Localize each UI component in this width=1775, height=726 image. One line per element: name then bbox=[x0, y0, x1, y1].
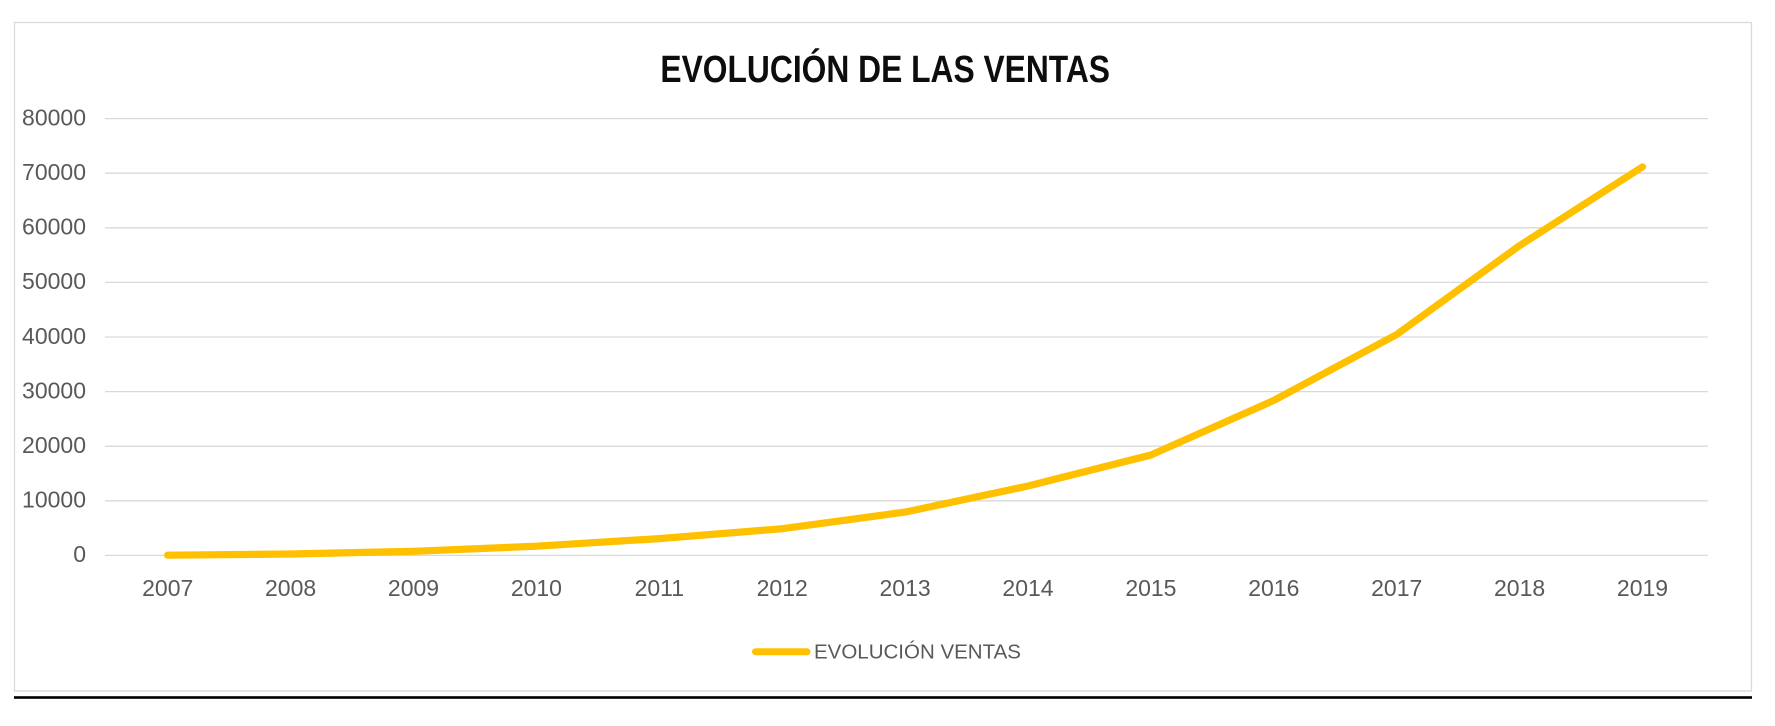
svg-text:EVOLUCIÓN VENTAS: EVOLUCIÓN VENTAS bbox=[814, 640, 1021, 663]
svg-text:2017: 2017 bbox=[1371, 575, 1422, 601]
svg-text:2014: 2014 bbox=[1002, 575, 1053, 601]
svg-text:2018: 2018 bbox=[1494, 575, 1545, 601]
svg-text:2015: 2015 bbox=[1125, 575, 1176, 601]
svg-text:40000: 40000 bbox=[22, 323, 86, 349]
svg-text:2011: 2011 bbox=[635, 575, 684, 601]
svg-text:80000: 80000 bbox=[22, 104, 86, 130]
svg-text:10000: 10000 bbox=[22, 487, 86, 513]
svg-text:2010: 2010 bbox=[511, 575, 562, 601]
svg-text:2008: 2008 bbox=[265, 575, 316, 601]
svg-text:0: 0 bbox=[73, 541, 86, 567]
svg-text:50000: 50000 bbox=[22, 268, 86, 294]
svg-text:30000: 30000 bbox=[22, 377, 86, 403]
svg-text:20000: 20000 bbox=[22, 432, 86, 458]
svg-text:EVOLUCIÓN DE LAS VENTAS: EVOLUCIÓN DE LAS VENTAS bbox=[660, 47, 1110, 90]
svg-text:70000: 70000 bbox=[22, 159, 86, 185]
svg-text:2007: 2007 bbox=[142, 575, 193, 601]
svg-text:2012: 2012 bbox=[757, 575, 808, 601]
svg-text:2013: 2013 bbox=[880, 575, 931, 601]
svg-text:60000: 60000 bbox=[22, 214, 86, 240]
svg-text:2016: 2016 bbox=[1248, 575, 1299, 601]
svg-text:2009: 2009 bbox=[388, 575, 439, 601]
svg-text:2019: 2019 bbox=[1617, 575, 1668, 601]
